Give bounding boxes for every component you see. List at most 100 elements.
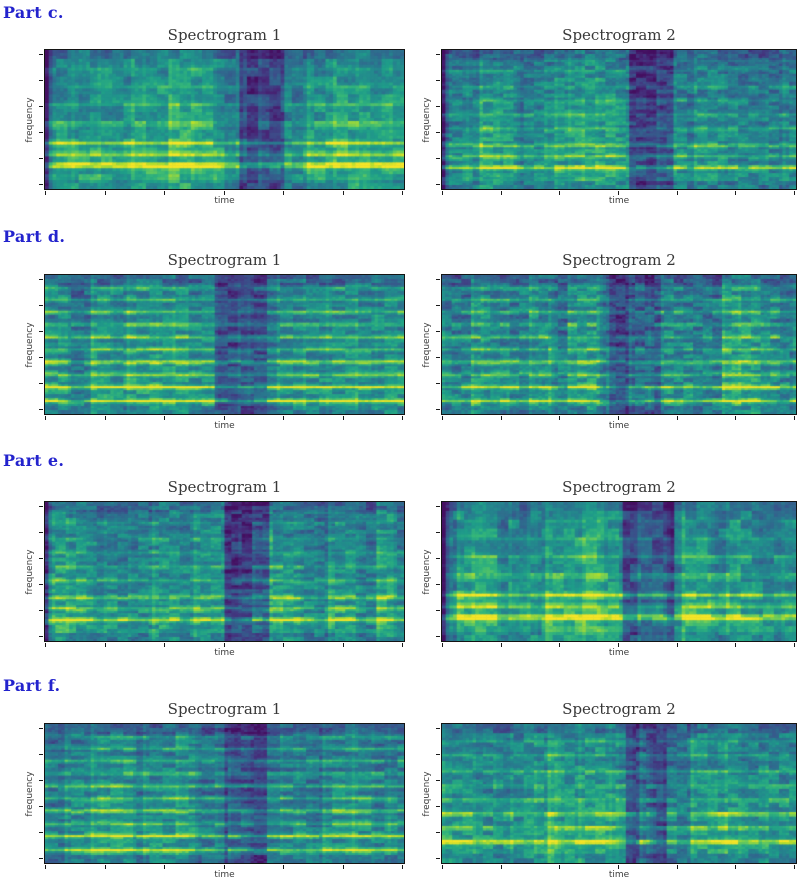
y-axis-tick <box>436 780 440 781</box>
x-axis-tick <box>164 643 165 647</box>
x-axis-tick <box>45 643 46 647</box>
y-axis-tick <box>39 158 43 159</box>
figure-title: Spectrogram 1 <box>167 26 282 44</box>
y-axis-tick <box>436 858 440 859</box>
x-axis-tick <box>283 191 284 195</box>
spectrogram-figure: Spectrogram 1 time frequency <box>25 251 405 431</box>
figure-title: Spectrogram 1 <box>167 478 282 496</box>
y-axis-tick <box>436 832 440 833</box>
y-axis-tick <box>436 132 440 133</box>
y-axis-tick <box>436 80 440 81</box>
y-axis-tick <box>436 357 440 358</box>
x-axis-tick <box>104 416 106 420</box>
spectrogram-plot-area <box>39 501 405 647</box>
x-axis-label: time <box>214 196 235 206</box>
part-c-heading: Part c. <box>3 3 64 22</box>
x-axis-label: time <box>214 870 235 880</box>
x-axis-label: time <box>608 421 630 431</box>
y-axis-tick <box>436 728 440 729</box>
y-axis-tick <box>436 106 440 107</box>
y-axis-tick <box>39 80 43 81</box>
y-axis-tick <box>436 158 440 159</box>
y-axis-tick <box>436 532 440 533</box>
y-axis-label: frequency <box>422 96 432 143</box>
x-axis-tick <box>735 416 737 420</box>
figure-title: Spectrogram 1 <box>167 251 282 269</box>
x-axis-tick <box>735 643 737 647</box>
y-axis-tick <box>436 383 440 384</box>
x-axis-tick <box>402 643 403 647</box>
spectrogram-plot-area <box>436 501 797 647</box>
part-e-heading: Part e. <box>3 451 65 470</box>
x-axis-tick <box>402 191 403 195</box>
y-axis-tick <box>39 806 43 807</box>
x-axis-tick <box>45 416 46 420</box>
y-axis-tick <box>436 636 440 637</box>
x-axis-tick <box>559 643 561 647</box>
y-axis-tick <box>39 279 43 280</box>
x-axis-tick <box>442 191 443 195</box>
x-axis-tick <box>45 865 46 869</box>
spectrogram-image <box>45 724 404 863</box>
y-axis-tick <box>436 754 440 755</box>
x-axis-tick <box>676 865 678 869</box>
x-axis-tick <box>223 191 225 195</box>
y-axis-label: frequency <box>422 770 432 817</box>
x-axis-tick <box>794 865 795 869</box>
x-axis-tick <box>676 416 678 420</box>
x-axis-tick <box>794 416 795 420</box>
x-axis-tick <box>559 191 561 195</box>
x-axis-tick <box>500 643 502 647</box>
y-axis-tick <box>436 409 440 410</box>
x-axis-tick <box>283 865 284 869</box>
x-axis-tick <box>676 191 678 195</box>
x-axis-tick <box>104 191 106 195</box>
x-axis-tick <box>223 865 225 869</box>
x-axis-tick <box>164 416 165 420</box>
y-axis-label: frequency <box>25 770 35 817</box>
spectrogram-figure: Spectrogram 2 time frequency <box>422 26 797 206</box>
x-axis-tick <box>164 865 165 869</box>
y-axis-tick <box>39 506 43 507</box>
spectrogram-plot-area <box>436 723 797 869</box>
x-axis-tick <box>618 865 619 869</box>
y-axis-tick <box>39 357 43 358</box>
x-axis-tick <box>223 416 225 420</box>
y-axis-tick <box>436 584 440 585</box>
x-axis-tick <box>500 865 502 869</box>
y-axis-tick <box>39 106 43 107</box>
spectrogram-figure: Spectrogram 2 time frequency <box>422 478 797 658</box>
x-axis-tick <box>559 865 561 869</box>
spectrogram-image <box>442 724 796 863</box>
x-axis-tick <box>735 865 737 869</box>
x-axis-tick <box>442 643 443 647</box>
x-axis-tick <box>104 643 106 647</box>
y-axis-label: frequency <box>25 321 35 368</box>
y-axis-tick <box>39 184 43 185</box>
y-axis-tick <box>436 806 440 807</box>
x-axis-tick <box>442 416 443 420</box>
y-axis-tick <box>39 558 43 559</box>
figure-title: Spectrogram 2 <box>562 478 676 496</box>
x-axis-label: time <box>608 648 630 658</box>
x-axis-tick <box>794 191 795 195</box>
x-axis-tick <box>104 865 106 869</box>
x-axis-tick <box>618 416 619 420</box>
spectrogram-image <box>45 502 404 641</box>
x-axis-tick <box>676 643 678 647</box>
y-axis-tick <box>436 54 440 55</box>
x-axis-tick <box>45 191 46 195</box>
y-axis-tick <box>39 409 43 410</box>
spectrogram-plot-area <box>39 723 405 869</box>
x-axis-tick <box>223 643 225 647</box>
y-axis-tick <box>436 279 440 280</box>
x-axis-tick <box>794 643 795 647</box>
part-d-heading: Part d. <box>3 227 66 246</box>
x-axis-label: time <box>608 196 630 206</box>
x-axis-tick <box>402 865 403 869</box>
x-axis-tick <box>283 643 284 647</box>
spectrogram-figure: Spectrogram 1 time frequency <box>25 478 405 658</box>
figure-title: Spectrogram 2 <box>562 26 676 44</box>
y-axis-tick <box>39 584 43 585</box>
x-axis-tick <box>500 191 502 195</box>
